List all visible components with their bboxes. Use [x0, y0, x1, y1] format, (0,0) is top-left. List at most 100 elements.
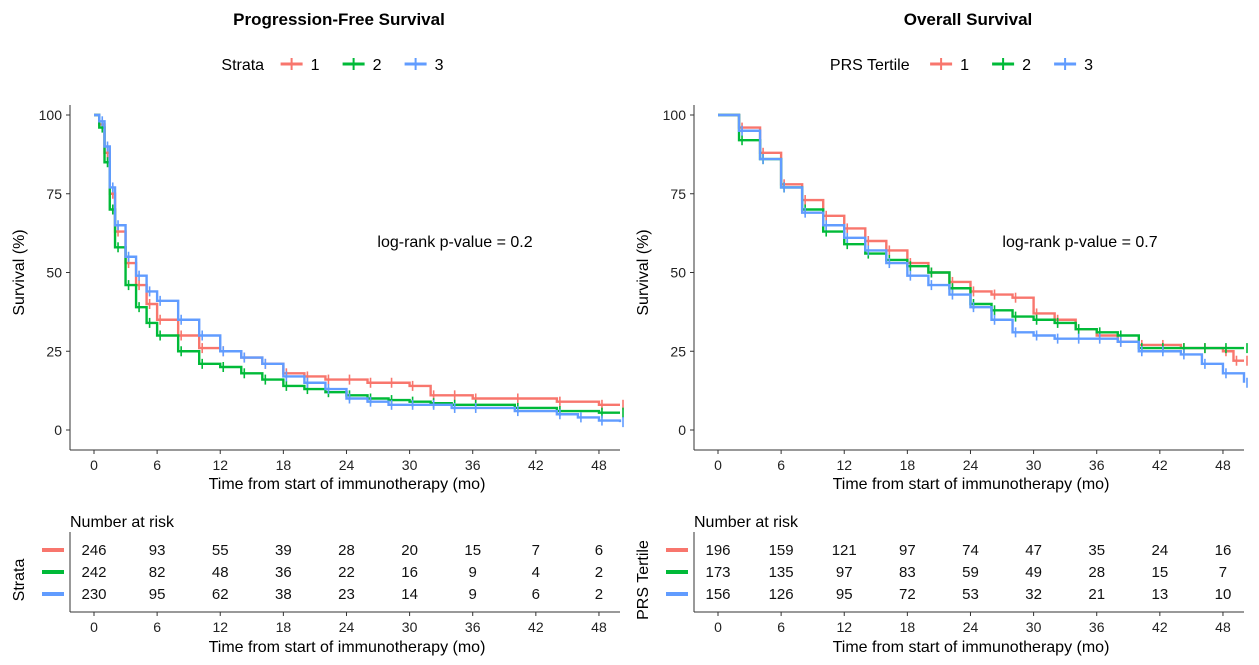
- x-tick-label: 0: [90, 457, 98, 473]
- survival-curve-1: [718, 113, 1244, 362]
- chart-title: Overall Survival: [904, 10, 1033, 29]
- x-tick-label: 48: [1215, 457, 1231, 473]
- p-value-annotation: log-rank p-value = 0.2: [377, 234, 532, 251]
- x-tick-label: 12: [212, 457, 228, 473]
- y-tick-label: 75: [670, 186, 686, 202]
- risk-cell: 36: [275, 564, 292, 581]
- risk-cell: 121: [832, 542, 857, 559]
- risk-x-tick-label: 48: [591, 619, 607, 635]
- x-tick-label: 36: [1089, 457, 1105, 473]
- x-tick-label: 36: [465, 457, 481, 473]
- risk-x-tick-label: 6: [777, 619, 785, 635]
- x-tick-label: 6: [153, 457, 161, 473]
- risk-x-tick-label: 36: [465, 619, 481, 635]
- risk-table: Number at risk 196 159 121 97 74 47 35 24 16 173 13…: [635, 514, 1244, 656]
- risk-x-tick-label: 48: [1215, 619, 1231, 635]
- y-tick-label: 25: [46, 343, 62, 359]
- risk-x-tick-label: 6: [153, 619, 161, 635]
- y-tick-label: 100: [39, 107, 63, 123]
- x-tick-label: 18: [276, 457, 292, 473]
- y-tick-label: 50: [46, 265, 62, 281]
- risk-cell: 82: [149, 564, 166, 581]
- risk-cell: 22: [338, 564, 355, 581]
- risk-cell: 48: [212, 564, 229, 581]
- risk-cell: 6: [595, 542, 603, 559]
- x-tick-label: 42: [1152, 457, 1168, 473]
- risk-table-title: Number at risk: [694, 514, 799, 531]
- risk-cell: 4: [532, 564, 540, 581]
- risk-cell: 2: [595, 586, 603, 603]
- risk-cell: 72: [899, 586, 916, 603]
- legend-label-3: 3: [1084, 57, 1093, 74]
- risk-x-tick-label: 42: [528, 619, 544, 635]
- y-axis-label: Survival (%): [11, 229, 28, 315]
- risk-cell: 10: [1215, 586, 1232, 603]
- risk-x-tick-label: 24: [963, 619, 979, 635]
- risk-cell: 49: [1025, 564, 1042, 581]
- risk-cell: 83: [899, 564, 916, 581]
- risk-cell: 24: [1151, 542, 1168, 559]
- risk-table-x-label: Time from start of immunotherapy (mo): [833, 639, 1110, 656]
- risk-cell: 35: [1088, 542, 1105, 559]
- risk-cell: 95: [149, 586, 166, 603]
- risk-cell: 15: [1151, 564, 1168, 581]
- y-tick-label: 50: [670, 265, 686, 281]
- risk-cell: 7: [532, 542, 540, 559]
- risk-cell: 93: [149, 542, 166, 559]
- risk-cell: 21: [1088, 586, 1105, 603]
- risk-cell: 97: [836, 564, 853, 581]
- risk-table-x-label: Time from start of immunotherapy (mo): [209, 639, 486, 656]
- x-tick-label: 30: [1026, 457, 1042, 473]
- risk-cell: 14: [401, 586, 418, 603]
- risk-cell: 2: [595, 564, 603, 581]
- risk-cell: 53: [962, 586, 979, 603]
- risk-cell: 39: [275, 542, 292, 559]
- legend-title: Strata: [221, 57, 264, 74]
- x-tick-label: 48: [591, 457, 607, 473]
- risk-cell: 15: [464, 542, 481, 559]
- legend-title: PRS Tertile: [830, 57, 910, 74]
- risk-cell: 20: [401, 542, 418, 559]
- x-tick-label: 24: [339, 457, 355, 473]
- x-tick-label: 30: [402, 457, 418, 473]
- risk-x-tick-label: 18: [276, 619, 292, 635]
- risk-cell: 55: [212, 542, 229, 559]
- risk-cell: 159: [769, 542, 794, 559]
- risk-cell: 242: [81, 564, 106, 581]
- risk-cell: 246: [81, 542, 106, 559]
- risk-cell: 62: [212, 586, 229, 603]
- risk-cell: 23: [338, 586, 355, 603]
- legend-label-1: 1: [960, 57, 969, 74]
- risk-cell: 28: [338, 542, 355, 559]
- y-tick-label: 100: [663, 107, 687, 123]
- risk-x-tick-label: 30: [402, 619, 418, 635]
- legend-label-2: 2: [1022, 57, 1031, 74]
- risk-cell: 126: [769, 586, 794, 603]
- risk-x-tick-label: 36: [1089, 619, 1105, 635]
- risk-x-tick-label: 30: [1026, 619, 1042, 635]
- x-tick-label: 18: [900, 457, 916, 473]
- risk-cell: 173: [705, 564, 730, 581]
- risk-cell: 16: [1215, 542, 1232, 559]
- x-tick-label: 12: [836, 457, 852, 473]
- legend: Strata 1 2 3: [221, 57, 443, 74]
- risk-cell: 6: [532, 586, 540, 603]
- x-axis-label: Time from start of immunotherapy (mo): [833, 476, 1110, 493]
- risk-cell: 7: [1219, 564, 1227, 581]
- y-tick-label: 75: [46, 186, 62, 202]
- risk-cell: 9: [469, 564, 477, 581]
- survival-curve-1: [94, 113, 620, 406]
- risk-x-tick-label: 12: [212, 619, 228, 635]
- risk-table-y-label: PRS Tertile: [635, 540, 652, 620]
- risk-cell: 28: [1088, 564, 1105, 581]
- survival-curve-3: [718, 113, 1246, 383]
- risk-cell: 13: [1151, 586, 1168, 603]
- x-tick-label: 24: [963, 457, 979, 473]
- risk-table-y-label: Strata: [11, 559, 28, 602]
- risk-cell: 9: [469, 586, 477, 603]
- risk-cell: 74: [962, 542, 979, 559]
